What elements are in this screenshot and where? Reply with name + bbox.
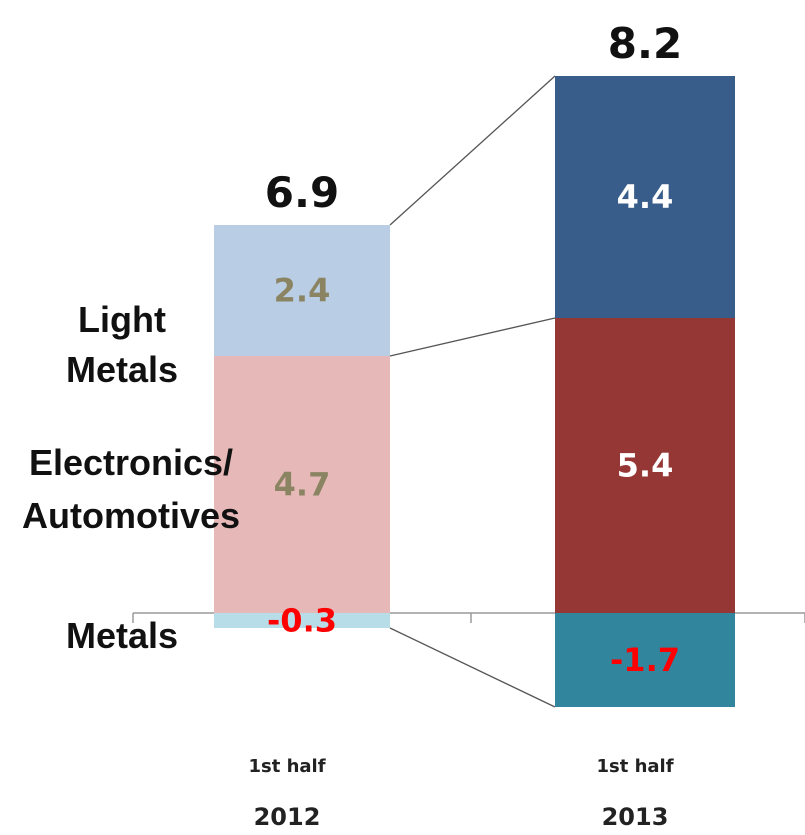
series-row-label: Metals: [66, 349, 178, 390]
bar-segment: [214, 613, 390, 628]
data-label: 4.7: [274, 466, 331, 504]
bar-segment: [555, 318, 735, 613]
bar-segment: [555, 613, 735, 707]
series-row-label: Light: [78, 299, 166, 340]
data-label: -1.7: [610, 641, 680, 679]
data-label: 4.4: [617, 178, 674, 216]
connector-line: [389, 75, 556, 226]
data-label: 5.4: [617, 447, 674, 485]
data-label: -0.3: [267, 602, 337, 640]
total-label: 8.2: [608, 19, 682, 68]
total-label: 6.9: [265, 168, 339, 217]
series-row-label: Electronics/: [29, 442, 233, 483]
x-tick-label: 1st half: [248, 756, 325, 777]
data-label: 2.4: [274, 272, 331, 310]
x-year-label: 2013: [602, 803, 669, 830]
series-row-label: Metals: [66, 615, 178, 656]
bar-segment: [214, 225, 390, 356]
x-year-label: 2012: [254, 803, 321, 830]
series-row-label: Automotives: [22, 495, 240, 536]
bar-segment: [214, 356, 390, 613]
connector-line: [389, 627, 556, 708]
x-tick-label: 1st half: [596, 756, 673, 777]
connector-line: [389, 317, 556, 357]
bar-segment: [555, 76, 735, 318]
